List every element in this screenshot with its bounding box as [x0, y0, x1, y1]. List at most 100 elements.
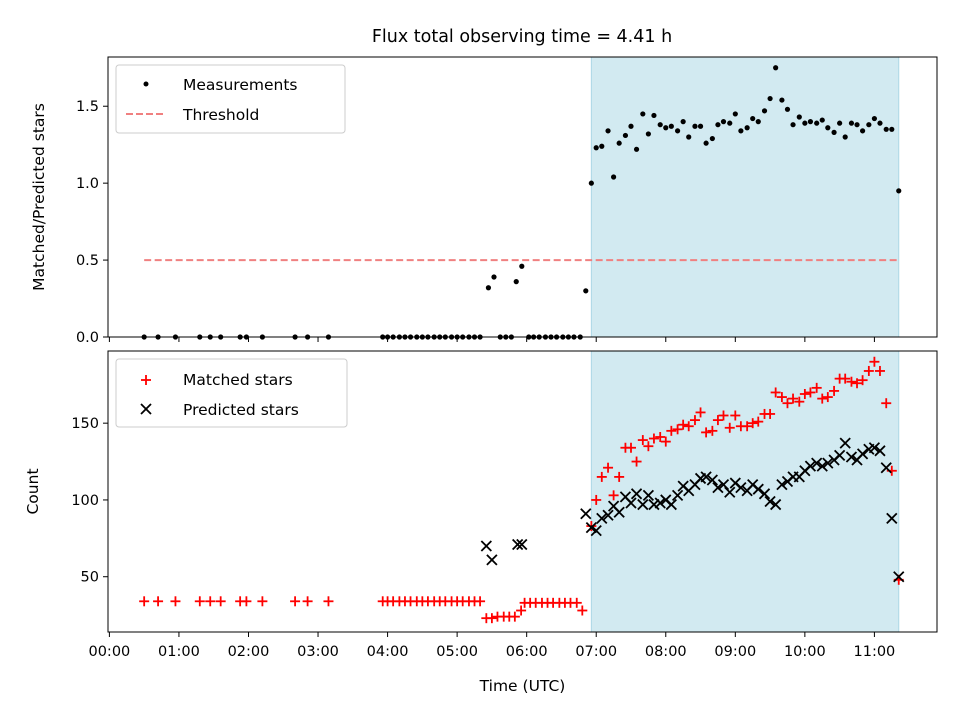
- measurement-point: [593, 145, 599, 151]
- measurement-point: [790, 122, 796, 128]
- time-x-axis-label: Time (UTC): [479, 677, 566, 695]
- measurement-point: [622, 132, 629, 139]
- x-stroke: [660, 494, 672, 506]
- measurement-point: [802, 120, 808, 126]
- predicted-star-point: [700, 471, 712, 483]
- predicted-star-point: [845, 451, 858, 463]
- y-tick-label: 100: [71, 493, 99, 509]
- matched-star-point: [516, 605, 527, 616]
- x-stroke: [613, 506, 625, 518]
- x-stroke: [811, 457, 823, 469]
- matched-star-point: [689, 415, 700, 426]
- measurement-point: [697, 123, 704, 129]
- y-tick-label: 0.0: [76, 330, 99, 346]
- x-stroke: [758, 488, 771, 500]
- matched-star-point: [475, 596, 486, 607]
- x-stroke: [585, 521, 597, 534]
- matched-star-point: [614, 471, 625, 482]
- predicted-star-point: [706, 474, 718, 486]
- predicted-star-point: [665, 498, 677, 511]
- matched-star-point: [153, 596, 164, 607]
- ratio-legend: Measurements Threshold: [115, 64, 346, 134]
- matched-star-point: [170, 596, 181, 607]
- x-stroke: [671, 489, 684, 501]
- matched-star-point: [577, 605, 588, 616]
- matched-legend-symbol: [141, 375, 151, 385]
- x-stroke: [752, 483, 764, 495]
- measurement-point: [796, 114, 802, 120]
- matched-star-point: [874, 365, 885, 376]
- measurement-point: [744, 125, 750, 131]
- x-stroke: [845, 451, 858, 463]
- matched-star-point: [724, 422, 735, 433]
- matched-star-point: [747, 418, 758, 429]
- matched-star-point: [863, 365, 874, 376]
- matched-star-point: [782, 398, 793, 409]
- predicted-star-point: [637, 498, 649, 511]
- matched-star-point: [881, 398, 892, 409]
- predicted-star-point: [712, 482, 724, 494]
- matched-star-point: [215, 596, 226, 607]
- x-stroke: [717, 478, 730, 491]
- measurement-point: [611, 174, 617, 180]
- x-stroke: [580, 508, 592, 520]
- predicted-star-point: [822, 457, 834, 469]
- matched-star-point: [648, 433, 659, 444]
- predicted-star-point: [590, 525, 602, 537]
- matched-star-point: [707, 425, 718, 436]
- measurement-point: [657, 122, 663, 128]
- x-stroke: [804, 460, 817, 472]
- matched-star-point: [742, 421, 753, 432]
- matched-star-point: [811, 382, 822, 393]
- predicted-star-point: [770, 498, 782, 511]
- x-stroke: [724, 486, 736, 498]
- x-stroke: [880, 462, 892, 474]
- count-panel: 00:00 01:00 02:00 03:00 04:00 05:00 06:00 07:00…: [24, 350, 938, 695]
- predicted-star-point: [717, 478, 730, 491]
- x-stroke: [486, 554, 498, 566]
- x-stroke: [822, 457, 834, 469]
- matched-star-point: [840, 373, 851, 384]
- matched-star-point: [608, 490, 619, 501]
- matched-star-point: [139, 596, 150, 607]
- predicted-star-point: [764, 495, 776, 508]
- x-tick-label: 07:00: [575, 644, 617, 660]
- matched-star-point: [869, 356, 880, 367]
- x-tick-label: 01:00: [158, 644, 200, 660]
- measurement-point: [485, 285, 492, 291]
- measurement-point: [784, 106, 791, 112]
- ratio-panel: 0.0 0.5 1.0 1.5 Matched/Predicted stars Mea…: [30, 56, 938, 346]
- x-tick-label: 02:00: [228, 644, 270, 660]
- measurement-point: [825, 125, 831, 131]
- measurement-point: [616, 140, 622, 146]
- predicted-star-point: [816, 460, 828, 472]
- count-y-axis-label: Count: [24, 468, 42, 514]
- measurement-point: [692, 123, 698, 129]
- matched-star-point: [631, 456, 642, 467]
- matched-star-point: [857, 375, 868, 386]
- x-stroke: [630, 488, 643, 500]
- measurement-point: [831, 129, 837, 135]
- matched-star-point: [666, 425, 677, 436]
- matched-star-point: [846, 376, 857, 387]
- matched-star-point: [794, 396, 805, 407]
- x-stroke: [874, 445, 886, 457]
- y-tick-label: 1.5: [76, 99, 99, 115]
- x-stroke: [776, 478, 788, 491]
- measurement-point: [819, 117, 825, 123]
- predicted-star-point: [776, 478, 788, 491]
- x-stroke: [590, 525, 602, 537]
- predicted-star-point: [874, 445, 886, 457]
- measurement-point: [814, 120, 820, 126]
- x-stroke: [868, 442, 881, 454]
- matched-star-point: [302, 596, 313, 607]
- count-ticks: 00:00 01:00 02:00 03:00 04:00 05:00 06:00 07:00…: [71, 416, 895, 660]
- matched-star-point: [194, 596, 205, 607]
- predicted-star-point: [886, 512, 898, 525]
- measurement-point: [703, 140, 709, 146]
- y-tick-label: 150: [71, 416, 99, 432]
- matched-star-points: [139, 356, 904, 624]
- ratio-axes-frame: [107, 56, 938, 338]
- measurement-point: [686, 134, 692, 140]
